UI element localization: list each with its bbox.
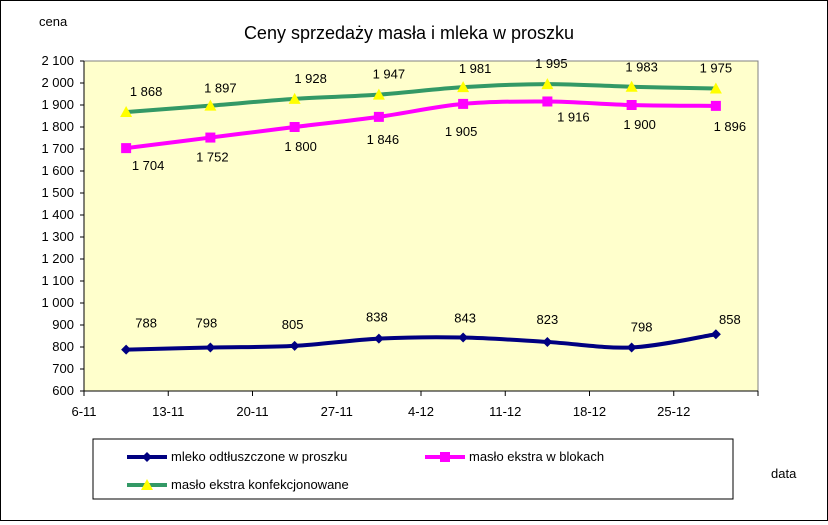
chart-title: Ceny sprzedaży masła i mleka w proszku (244, 23, 574, 43)
y-axis-label: cena (39, 14, 68, 29)
data-point-marker (289, 122, 300, 132)
data-point-marker (541, 78, 554, 90)
legend-box (92, 438, 734, 500)
y-tick-label: 600 (52, 383, 74, 398)
data-point-marker (710, 329, 721, 340)
data-point-marker (457, 81, 470, 93)
y-axis: 600 700 800 900 1 000 1 100 1 200 1 300 1 400 1 5… (41, 53, 85, 398)
x-axis-label: data (771, 466, 797, 481)
y-tick-label: 1 000 (41, 295, 74, 310)
data-point-marker (373, 111, 384, 122)
legend-label: masło ekstra w blokach (469, 449, 604, 464)
data-label: 1 752 (196, 150, 229, 165)
data-label: 1 916 (557, 109, 590, 124)
data-point-marker (710, 100, 721, 111)
x-axis: 6-11 13-11 20-11 27-11 4-12 11-12 18-12 25-12 (71, 390, 759, 419)
y-tick-label: 800 (52, 339, 74, 354)
data-label: 1 704 (132, 158, 165, 173)
data-point-marker (440, 452, 450, 462)
y-tick-label: 1 600 (41, 163, 74, 178)
y-tick-label: 1 900 (41, 97, 74, 112)
legend-item-skim-milk: mleko odtłuszczone w proszku (127, 449, 347, 464)
data-label: 1 897 (204, 81, 237, 96)
data-point-marker (709, 82, 722, 94)
data-point-marker (458, 98, 469, 109)
data-label: 1 975 (700, 61, 733, 76)
y-tick-label: 1 300 (41, 229, 74, 244)
data-label: 843 (454, 311, 476, 326)
series-line (126, 332, 717, 352)
y-tick-label: 2 100 (41, 53, 74, 68)
data-label: 858 (719, 312, 741, 327)
x-tick-label: 11-12 (489, 404, 521, 419)
data-label: 798 (631, 319, 653, 334)
x-tick-label: 25-12 (657, 404, 690, 419)
data-label: 1 947 (373, 67, 406, 82)
data-label: 1 905 (445, 124, 478, 139)
y-tick-label: 700 (52, 361, 74, 376)
y-tick-label: 2 000 (41, 75, 74, 90)
y-tick-label: 1 200 (41, 251, 74, 266)
legend-label: mleko odtłuszczone w proszku (171, 449, 347, 464)
data-label: 788 (135, 316, 157, 331)
data-point-marker (373, 333, 384, 344)
x-tick-label: 18-12 (573, 404, 606, 419)
series-line (125, 99, 716, 151)
data-point-marker (204, 99, 217, 111)
data-label: 798 (196, 315, 218, 330)
y-tick-label: 1 400 (41, 207, 74, 222)
legend-label: masło ekstra konfekcjonowane (171, 477, 349, 492)
legend: mleko odtłuszczone w proszku masło ekstr… (92, 438, 734, 500)
data-point-marker (542, 96, 553, 107)
data-label: 1 995 (535, 56, 568, 71)
data-label: 823 (537, 312, 559, 327)
data-label: 1 928 (294, 71, 327, 86)
data-point-marker (121, 143, 132, 154)
x-tick-label: 20-11 (236, 404, 268, 419)
y-tick-label: 1 100 (41, 273, 74, 288)
x-tick-label: 13-11 (152, 404, 184, 419)
x-tick-label: 4-12 (408, 404, 434, 419)
series-1: 1 704 1 752 1 800 1 846 1 905 1 916 1 900 1 896 (121, 96, 746, 173)
data-point-marker (121, 344, 132, 355)
data-label: 1 800 (284, 139, 317, 154)
x-tick-label: 27-11 (321, 404, 353, 419)
data-label: 1 900 (623, 117, 656, 132)
data-point-marker (289, 340, 300, 351)
data-point-marker (205, 132, 216, 143)
data-point-marker (288, 92, 301, 104)
data-label: 1 896 (714, 119, 747, 134)
data-point-marker (205, 342, 216, 353)
series-0: 788 798 805 838 843 823 798 858 (121, 310, 741, 355)
x-tick-label: 6-11 (71, 404, 96, 419)
y-tick-label: 1 500 (41, 185, 74, 200)
legend-item-butter-packed: masło ekstra konfekcjonowane (127, 477, 349, 492)
data-point-marker (141, 479, 153, 490)
data-label: 1 981 (459, 61, 492, 76)
data-point-marker (626, 100, 637, 110)
data-label: 805 (282, 317, 304, 332)
data-point-marker (372, 88, 385, 100)
data-point-marker (542, 336, 553, 347)
data-label: 1 983 (625, 60, 658, 75)
series-2: 1 868 1 897 1 928 1 947 1 981 1 995 1 983 1 975 (120, 56, 733, 118)
data-point-marker (458, 332, 469, 343)
y-tick-label: 900 (52, 317, 74, 332)
y-tick-label: 1 800 (41, 119, 74, 134)
y-tick-label: 1 700 (41, 141, 74, 156)
series-line (125, 82, 716, 115)
data-point-marker (625, 80, 638, 92)
data-label: 1 868 (130, 84, 163, 99)
data-label: 838 (366, 310, 388, 325)
data-point-marker (120, 106, 133, 118)
data-label: 1 846 (367, 132, 400, 147)
data-point-marker (626, 342, 637, 353)
data-point-marker (142, 452, 152, 462)
legend-item-butter-block: masło ekstra w blokach (425, 449, 604, 464)
